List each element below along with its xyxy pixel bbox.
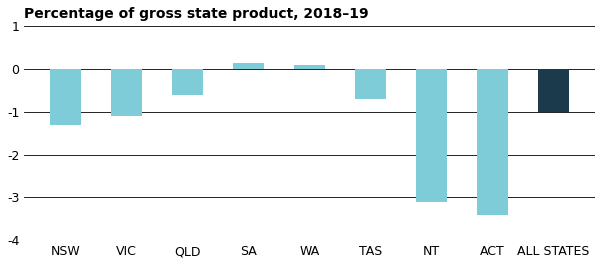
Bar [172,69,203,95]
Bar [111,69,141,116]
Bar [50,69,80,125]
Text: Percentage of gross state product, 2018–19: Percentage of gross state product, 2018–… [24,7,369,21]
Bar [538,69,569,112]
Bar [233,63,264,69]
Bar [294,65,325,69]
Bar [416,69,447,202]
Bar [477,69,508,215]
Bar [355,69,386,99]
